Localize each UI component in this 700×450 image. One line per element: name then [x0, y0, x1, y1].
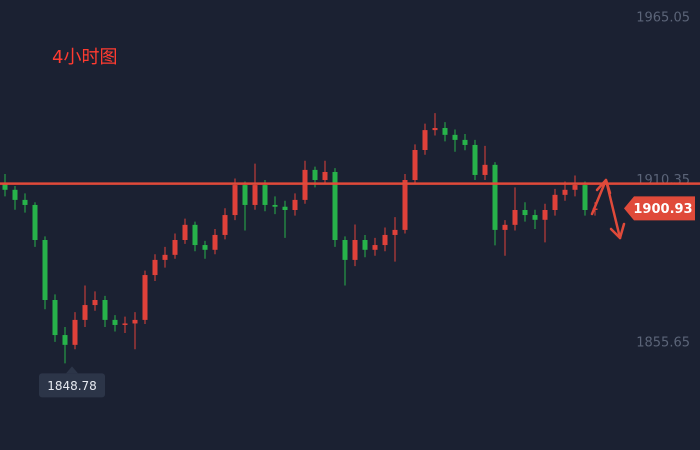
candle-body — [382, 234, 388, 246]
low-label: 1848.78 — [47, 379, 97, 393]
candle-body — [262, 185, 268, 205]
candle-body — [522, 210, 528, 216]
candle-body — [462, 139, 468, 145]
candle-body — [542, 210, 548, 220]
chart-title: 4小时图 — [52, 47, 117, 68]
candle-body — [122, 323, 128, 325]
y-tick-label: 1855.65 — [636, 335, 690, 350]
candle-body — [22, 199, 28, 205]
candle-body — [2, 184, 8, 190]
candle-body — [42, 240, 48, 300]
candle-body — [562, 189, 568, 195]
candle-body — [152, 259, 158, 276]
candle-body — [182, 224, 188, 240]
candle-body — [202, 245, 208, 250]
arrow-head — [595, 178, 612, 195]
candle-body — [282, 206, 288, 210]
candle-body — [392, 229, 398, 235]
candle-body — [402, 180, 408, 230]
candle-body — [492, 164, 498, 230]
last-price-label: 1900.93 — [633, 202, 692, 217]
candle-body — [232, 185, 238, 216]
candle-body — [572, 185, 578, 190]
candle-body — [52, 300, 58, 336]
candle-body — [12, 189, 18, 200]
candle-body — [72, 319, 78, 345]
candle-body — [502, 224, 508, 230]
candle-body — [132, 319, 138, 324]
candle-body — [92, 300, 98, 306]
candle-body — [582, 185, 588, 210]
candle-body — [102, 300, 108, 320]
candle-body — [62, 335, 68, 345]
candle-body — [142, 275, 148, 320]
candle-body — [32, 204, 38, 240]
y-tick-label: 1910.35 — [636, 173, 690, 188]
candle-body — [512, 210, 518, 225]
candle-body — [412, 150, 418, 180]
candle-body — [302, 169, 308, 200]
candle-body — [312, 169, 318, 180]
candle-body — [552, 194, 558, 210]
candle-body — [272, 204, 278, 207]
candle-body — [362, 240, 368, 250]
low-box — [39, 373, 105, 398]
last-price-tag — [624, 196, 695, 221]
candle-body — [432, 128, 438, 131]
candle-body — [252, 185, 258, 205]
y-tick-label: 1965.05 — [636, 10, 690, 25]
candle-body — [472, 144, 478, 175]
candle-body — [332, 171, 338, 240]
candle-body — [322, 171, 328, 180]
candle-body — [442, 128, 448, 135]
candle-body — [82, 305, 88, 320]
candle-body — [372, 245, 378, 250]
candle-body — [172, 240, 178, 255]
candle-body — [162, 254, 168, 260]
candle-body — [352, 240, 358, 260]
low-marker — [66, 366, 78, 374]
candle-body — [222, 215, 228, 235]
candle-body — [452, 134, 458, 140]
candle-body — [192, 224, 198, 246]
candle-body — [592, 208, 598, 210]
candle-body — [532, 215, 538, 220]
arrow-head — [609, 222, 626, 240]
candle-body — [212, 234, 218, 250]
candle-body — [342, 240, 348, 260]
candle-body — [422, 130, 428, 150]
candle-body — [292, 199, 298, 210]
candle-body — [112, 319, 118, 325]
arrow-annotation — [590, 178, 626, 240]
candle-body — [242, 185, 248, 205]
candle-body — [482, 164, 488, 175]
